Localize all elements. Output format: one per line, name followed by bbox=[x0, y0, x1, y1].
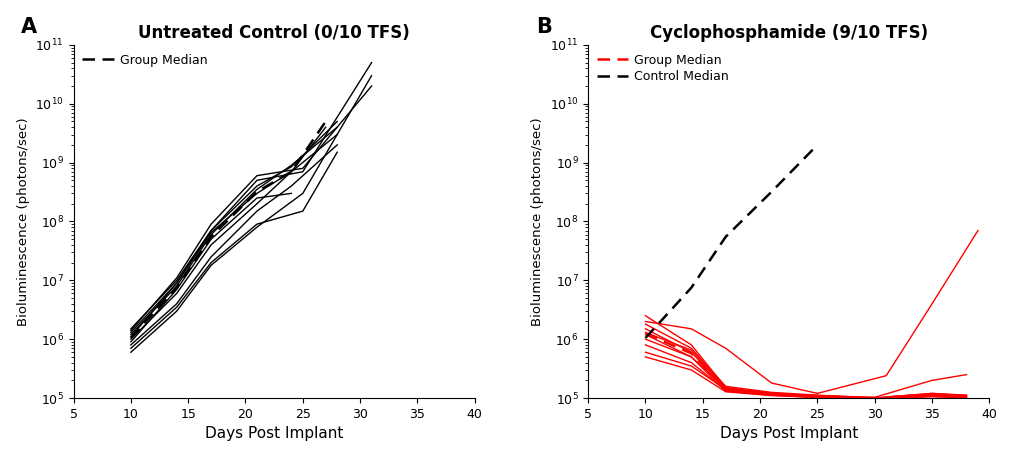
Group Median bbox=[125, 335, 137, 341]
Control Median bbox=[811, 142, 823, 147]
Line: Group Median: Group Median bbox=[646, 333, 966, 398]
Text: B: B bbox=[536, 16, 552, 37]
Group Median bbox=[685, 350, 698, 356]
Legend: Group Median: Group Median bbox=[80, 51, 210, 69]
X-axis label: Days Post Implant: Days Post Implant bbox=[205, 426, 344, 442]
Group Median bbox=[319, 119, 332, 124]
Control Median bbox=[640, 335, 652, 341]
Group Median bbox=[926, 392, 938, 397]
Group Median bbox=[205, 234, 217, 240]
Line: Control Median: Control Median bbox=[646, 145, 817, 338]
Line: Group Median: Group Median bbox=[131, 121, 325, 338]
Title: Cyclophosphamide (9/10 TFS): Cyclophosphamide (9/10 TFS) bbox=[650, 24, 928, 42]
Group Median bbox=[170, 285, 183, 290]
Group Median bbox=[766, 392, 778, 397]
Group Median bbox=[250, 189, 263, 195]
X-axis label: Days Post Implant: Days Post Implant bbox=[720, 426, 858, 442]
Text: A: A bbox=[21, 16, 38, 37]
Group Median bbox=[960, 393, 972, 399]
Group Median bbox=[720, 386, 732, 392]
Legend: Group Median, Control Median: Group Median, Control Median bbox=[594, 51, 732, 86]
Group Median bbox=[285, 169, 297, 174]
Group Median bbox=[640, 331, 652, 336]
Group Median bbox=[869, 395, 881, 401]
Y-axis label: Bioluminescence (photons/sec): Bioluminescence (photons/sec) bbox=[531, 117, 545, 326]
Y-axis label: Bioluminescence (photons/sec): Bioluminescence (photons/sec) bbox=[16, 117, 29, 326]
Control Median bbox=[685, 285, 698, 290]
Title: Untreated Control (0/10 TFS): Untreated Control (0/10 TFS) bbox=[138, 24, 410, 42]
Control Median bbox=[720, 234, 732, 240]
Group Median bbox=[811, 393, 823, 399]
Control Median bbox=[766, 189, 778, 195]
